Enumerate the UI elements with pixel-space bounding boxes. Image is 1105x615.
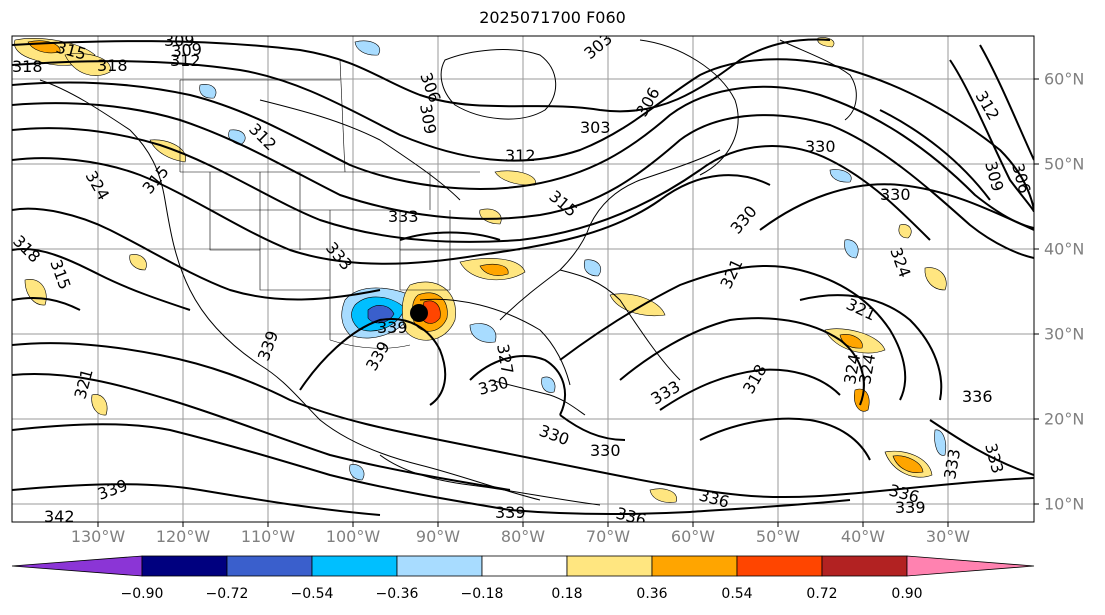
colorbar-tick-label: −0.90 [120,586,164,602]
shade-patch [844,239,859,259]
lon-label: 90°W [415,527,461,546]
contours [12,38,1034,516]
colorbar-tick-label: 0.90 [891,586,923,602]
shade-patch [541,376,556,393]
shade-patch [924,267,947,291]
colorbar-extend-low [11,555,143,577]
colorbar-tick-label: 0.72 [806,586,838,602]
lon-label: 50°W [755,527,801,546]
lat-label: 20°N [1044,409,1085,429]
lon-label: 100°W [325,527,381,546]
contour-label: 339 [895,498,926,517]
tick-marks [97,78,1039,527]
contour-label: 339 [495,503,526,522]
colorbar-segment [311,555,398,577]
lat-label: 40°N [1044,239,1085,259]
coastlines [39,39,857,506]
contour-label: 312 [505,146,536,165]
contour-label: 339 [377,318,408,337]
lon-label: 130°W [70,527,126,546]
colorbar-segment [396,555,483,577]
shade-patch [649,488,677,503]
contour-label: 330 [590,441,621,460]
lat-label: 50°N [1044,154,1085,174]
colorbar-tick-label: −0.18 [460,586,504,602]
lat-label: 60°N [1044,69,1085,89]
lat-label: 10°N [1044,494,1085,514]
shade-patch [64,53,111,76]
contour-label: 318 [12,57,43,76]
colorbar-tick-label: −0.72 [205,586,249,602]
shade-patch [349,464,365,481]
lon-label: 30°W [925,527,971,546]
map-title: 2025071700 F060 [479,8,626,27]
lon-label: 40°W [840,527,886,546]
shade-patch [469,323,497,343]
shade-patch [898,224,912,239]
shade-patch [479,208,502,225]
shade-patch [934,429,947,456]
colorbar-segment [651,555,738,577]
shade-patch [892,455,924,473]
colorbar-tick-label: 0.36 [636,586,668,602]
contour-label: 342 [44,507,75,526]
lon-label: 110°W [240,527,296,546]
contour-label: 309 [171,39,203,61]
contour-label: 336 [614,504,648,530]
shade-patch [354,40,380,56]
lon-label: 60°W [670,527,716,546]
colorbar-segment [736,555,823,577]
shade-patch [479,263,509,276]
contour-label: 330 [805,137,836,156]
shade-patch [609,293,666,316]
shade-patch [129,254,147,271]
shade-patch [91,394,108,416]
colorbar-segment [821,555,908,577]
lon-label: 120°W [155,527,211,546]
contour-label: 318 [97,56,128,75]
contour-label: 336 [962,387,993,406]
shade-patch [199,84,217,99]
contour-label: 312 [170,51,201,70]
colorbar-segment [141,555,228,577]
colorbar-segment [481,555,568,577]
shade-patch [829,169,852,183]
storm-marker [410,304,428,322]
lon-label: 70°W [585,527,631,546]
colorbar-extend-high [906,555,1035,577]
lon-label: 80°W [500,527,546,546]
colorbar-tick-label: 0.18 [551,586,583,602]
colorbar-tick-label: −0.54 [290,586,334,602]
contour-label: 330 [880,185,911,204]
contour-label: 309 [164,31,195,50]
contour-label: 333 [388,207,419,226]
colorbar-tick-label: −0.36 [375,586,419,602]
shade-patch [583,259,602,277]
colorbar-segment [226,555,313,577]
lat-label: 30°N [1044,324,1085,344]
contour-label: 303 [580,118,611,137]
colorbar-segment [566,555,653,577]
colorbar-tick-label: 0.54 [721,586,753,602]
colorbar [11,555,1035,577]
